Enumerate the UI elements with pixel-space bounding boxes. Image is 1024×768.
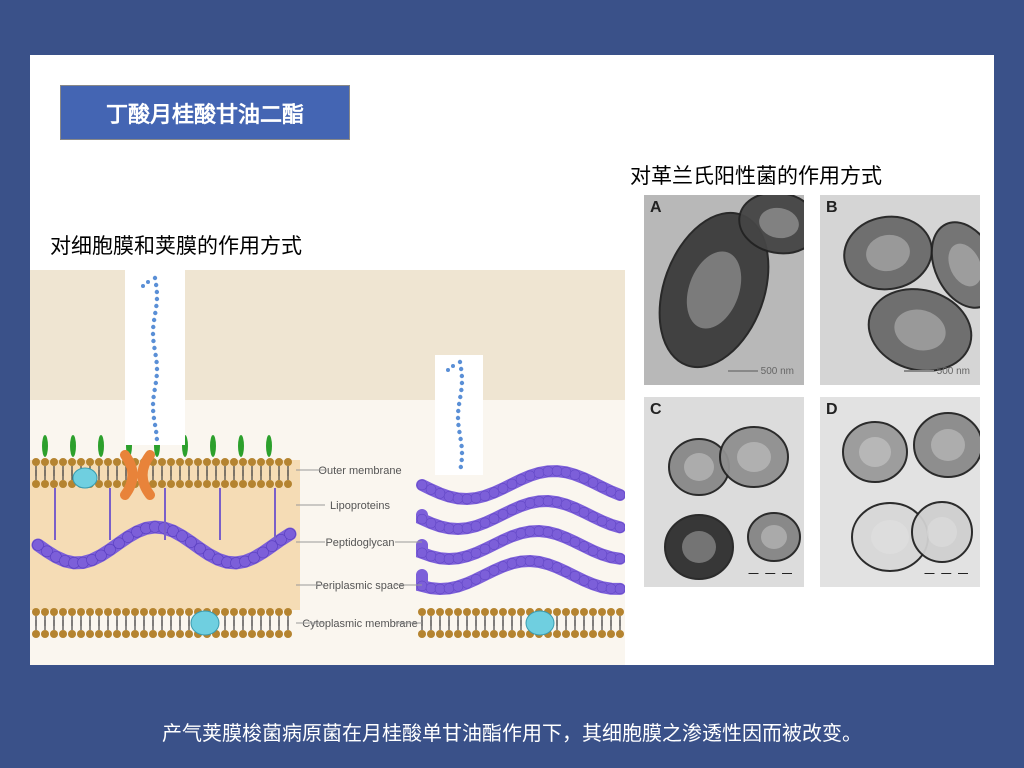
- microscopy-panel-C: C: [644, 397, 804, 587]
- svg-text:Outer membrane: Outer membrane: [318, 465, 401, 477]
- panel-label: A: [650, 199, 662, 217]
- title-box: 丁酸月桂酸甘油二酯: [60, 85, 350, 140]
- microscopy-panel-B: B 500 nm: [820, 195, 980, 385]
- microscopy-grid: A 500 nmB 500 nmCD: [644, 195, 984, 587]
- bottom-caption: 产气荚膜梭菌病原菌在月桂酸单甘油酯作用下，其细胞膜之渗透性因而被改变。: [0, 717, 1024, 746]
- svg-text:Peptidoglycan: Peptidoglycan: [325, 537, 394, 549]
- subtitle-right: 对革兰氏阳性菌的作用方式: [630, 160, 882, 190]
- subtitle-left: 对细胞膜和荚膜的作用方式: [50, 230, 302, 260]
- membrane-svg: Outer membrane Lipoproteins Peptidoglycan P…: [30, 270, 625, 665]
- scale-bar: 500 nm: [728, 366, 794, 377]
- svg-text:Cytoplasmic membrane: Cytoplasmic membrane: [302, 618, 418, 630]
- svg-text:Lipoproteins: Lipoproteins: [330, 500, 390, 512]
- scale-bar: [748, 568, 794, 579]
- panel-label: D: [826, 401, 838, 419]
- microscopy-panel-A: A 500 nm: [644, 195, 804, 385]
- panel-label: B: [826, 199, 838, 217]
- panel-label: C: [650, 401, 662, 419]
- membrane-diagram: Outer membrane Lipoproteins Peptidoglycan P…: [30, 270, 625, 665]
- title-text: 丁酸月桂酸甘油二酯: [106, 97, 304, 129]
- scale-bar: 500 nm: [904, 366, 970, 377]
- slide-panel: 丁酸月桂酸甘油二酯 对细胞膜和荚膜的作用方式 对革兰氏阳性菌的作用方式 Oute…: [30, 55, 994, 665]
- microscopy-panel-D: D: [820, 397, 980, 587]
- svg-text:Periplasmic space: Periplasmic space: [315, 580, 404, 592]
- scale-bar: [924, 568, 970, 579]
